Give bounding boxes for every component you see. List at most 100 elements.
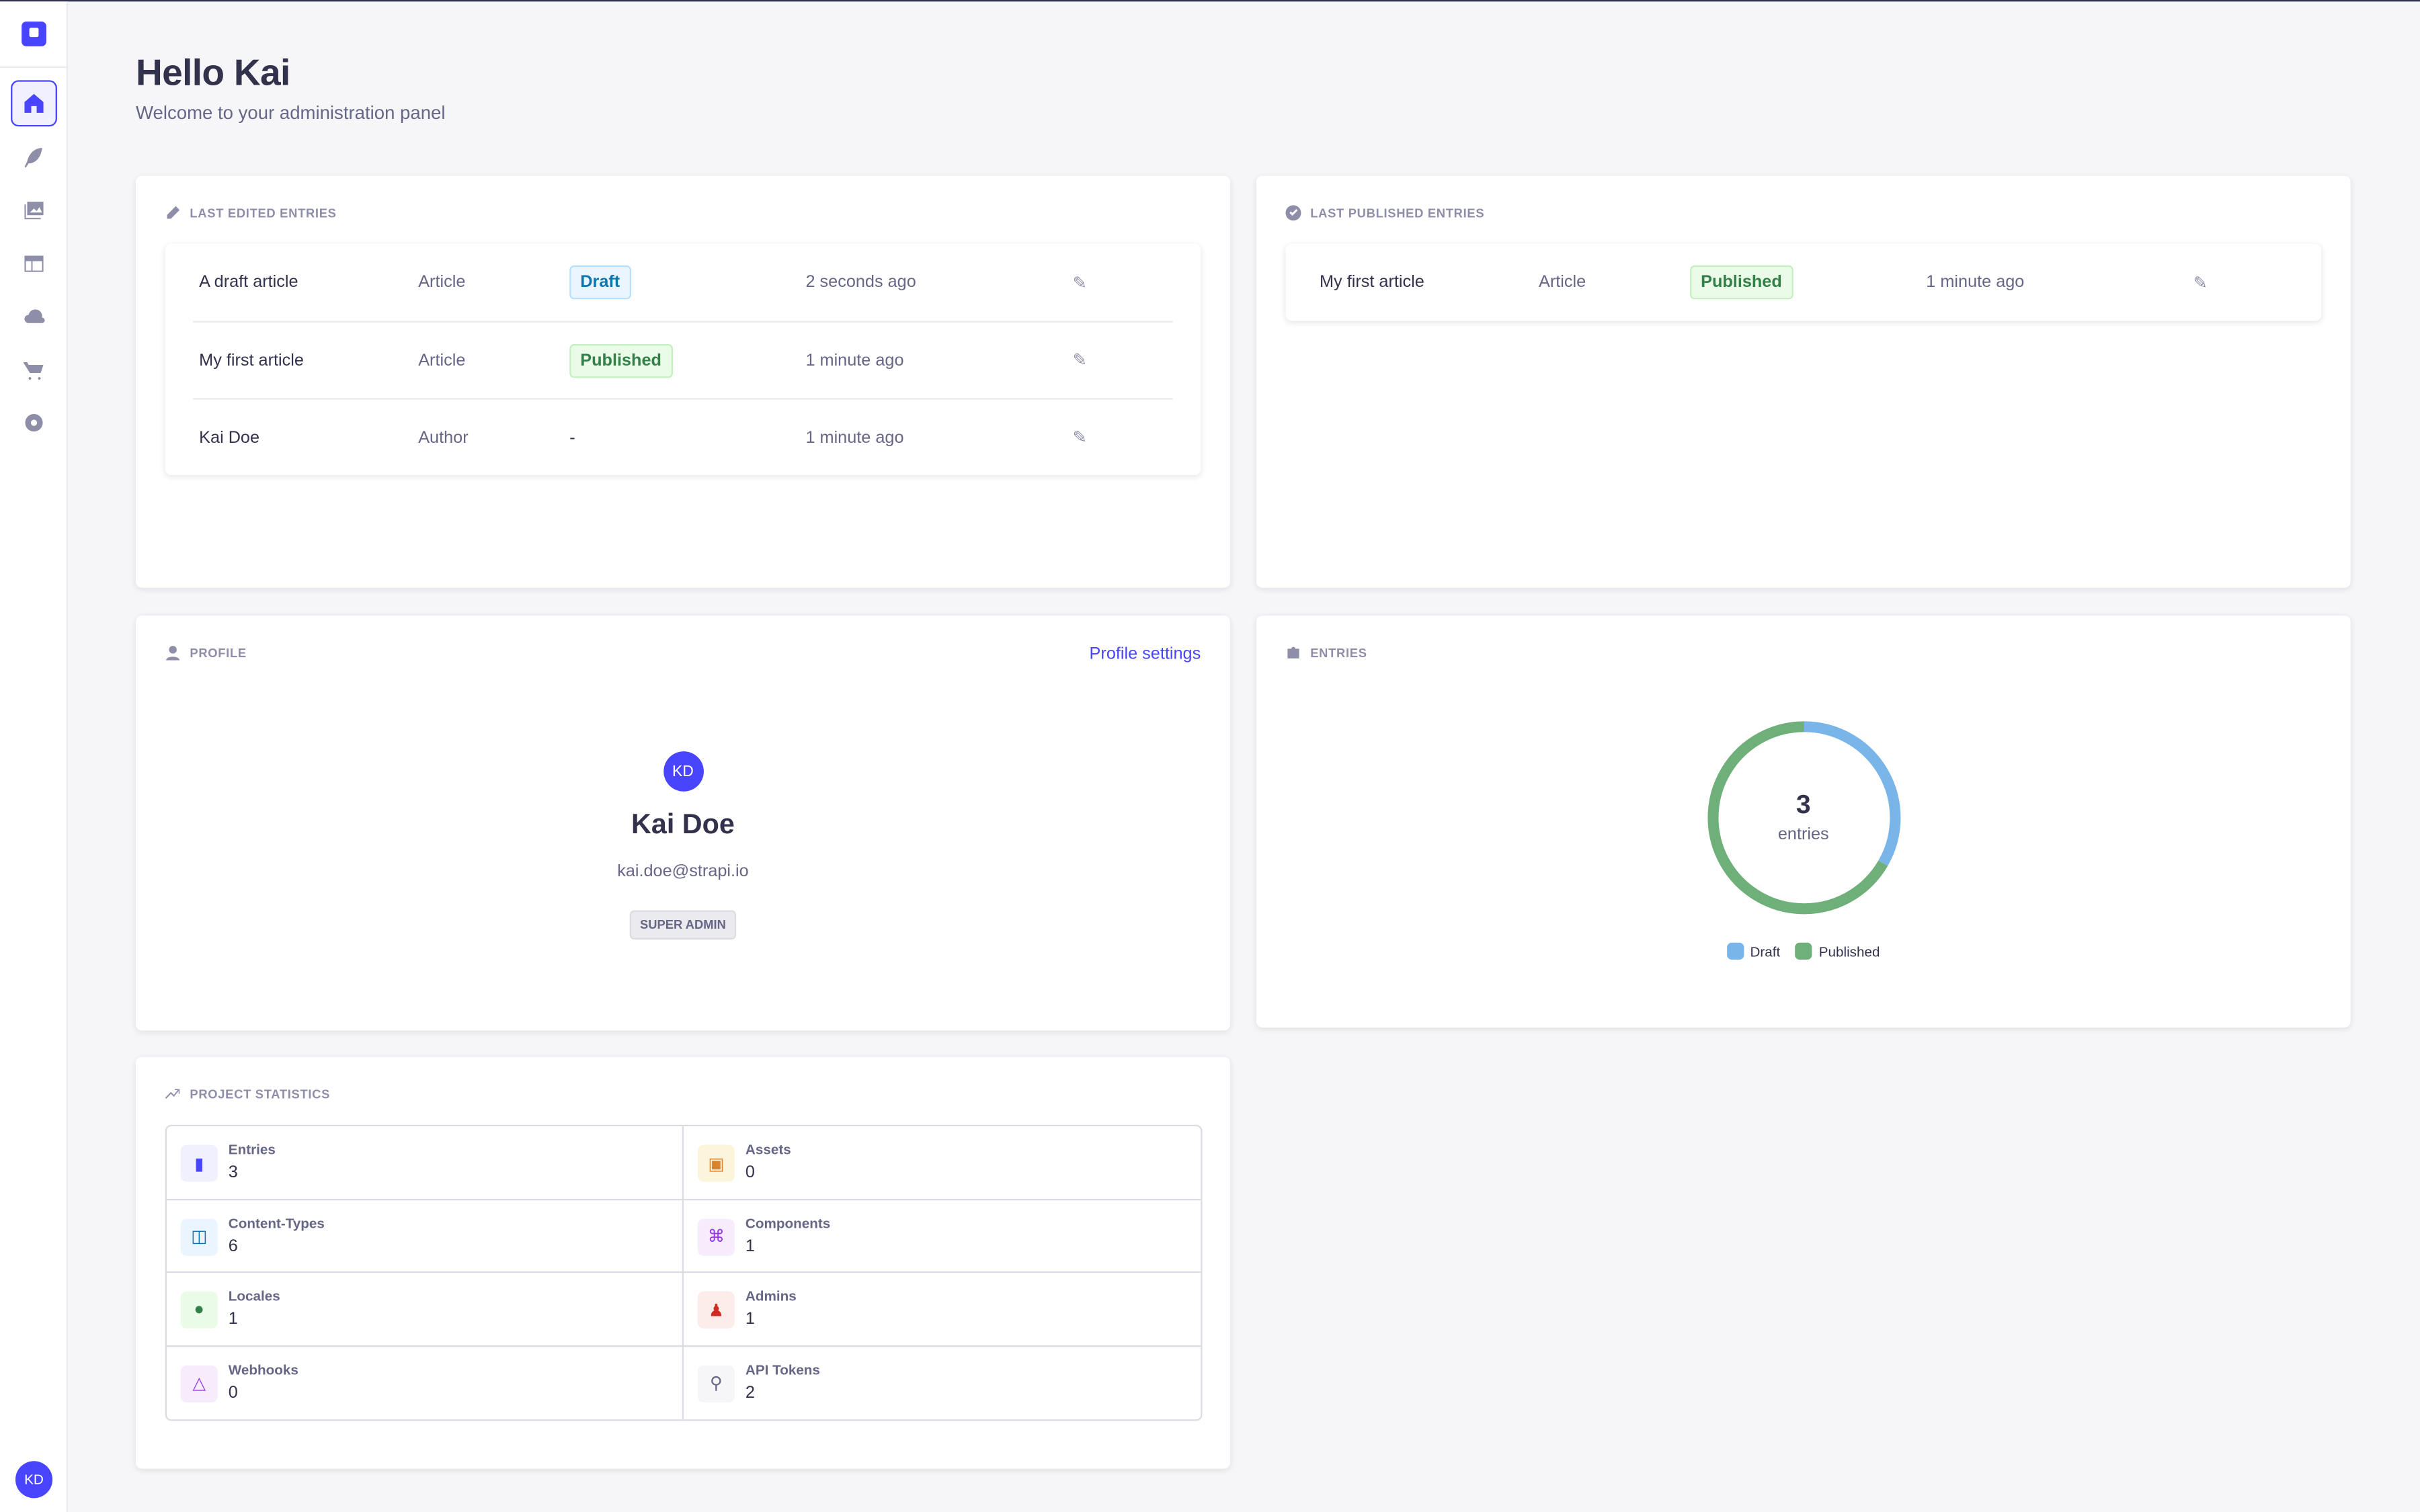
entries-total: 3 bbox=[1796, 790, 1811, 820]
puzzle-icon bbox=[1287, 646, 1299, 659]
divider bbox=[0, 66, 67, 69]
legend-swatch bbox=[1727, 942, 1744, 960]
status-badge: Published bbox=[569, 343, 673, 378]
marketplace-icon[interactable] bbox=[11, 347, 57, 394]
table-row[interactable]: My first article Article Published 1 min… bbox=[192, 321, 1173, 398]
legend-item-published: Published bbox=[1796, 942, 1880, 960]
stat-content-types: ◫ Content-Types 6 bbox=[166, 1200, 684, 1273]
stat-value: 2 bbox=[745, 1383, 755, 1402]
stat-value: 1 bbox=[745, 1310, 755, 1329]
edit-pencil-icon[interactable]: ✎ bbox=[2193, 274, 2208, 293]
home-icon[interactable] bbox=[11, 80, 57, 127]
entry-name: My first article bbox=[199, 351, 304, 370]
statistics-grid: ▮ Entries 3 ▣ Assets 0 ◫ Content-Types 6… bbox=[165, 1124, 1203, 1421]
user-icon: ♟ bbox=[697, 1291, 735, 1329]
legend-label: Published bbox=[1818, 944, 1880, 960]
chart-legend: Draft Published bbox=[1256, 942, 2351, 960]
stat-locales: ● Locales 1 bbox=[166, 1273, 684, 1347]
entry-time: 1 minute ago bbox=[805, 351, 904, 370]
key-icon: ⚲ bbox=[697, 1364, 735, 1402]
profile-card: PROFILE Profile settings KD Kai Doe kai.… bbox=[136, 616, 1230, 1031]
stat-webhooks: △ Webhooks 0 bbox=[167, 1346, 684, 1420]
legend-swatch bbox=[1796, 942, 1813, 960]
stat-value: 1 bbox=[228, 1310, 238, 1329]
image-icon: ▣ bbox=[697, 1144, 735, 1182]
check-circle-icon bbox=[1285, 205, 1301, 221]
entry-type: Article bbox=[1539, 273, 1586, 292]
puzzle-icon: ⌘ bbox=[697, 1218, 735, 1255]
card-title: LAST PUBLISHED ENTRIES bbox=[1310, 206, 1485, 220]
status-badge: Published bbox=[1690, 265, 1793, 300]
last-published-table: My first article Article Published 1 min… bbox=[1285, 243, 2322, 321]
stat-label: Webhooks bbox=[228, 1361, 298, 1378]
entry-name: Kai Doe bbox=[199, 428, 260, 447]
edit-pencil-icon[interactable]: ✎ bbox=[1072, 274, 1087, 293]
donut-slice-published bbox=[1707, 721, 1888, 915]
stat-label: Content-Types bbox=[228, 1215, 325, 1230]
last-edited-card: LAST EDITED ENTRIES A draft article Arti… bbox=[136, 175, 1230, 588]
role-badge: SUPER ADMIN bbox=[629, 910, 737, 940]
profile-name: Kai Doe bbox=[631, 808, 735, 839]
stat-label: API Tokens bbox=[745, 1361, 820, 1378]
stat-entries: ▮ Entries 3 bbox=[166, 1126, 684, 1200]
status-text: - bbox=[569, 428, 575, 447]
stat-value: 6 bbox=[228, 1236, 238, 1255]
content-manager-icon[interactable] bbox=[11, 134, 57, 181]
stat-api-tokens: ⚲ API Tokens 2 bbox=[684, 1346, 1201, 1419]
stat-label: Assets bbox=[745, 1141, 791, 1157]
stat-value: 3 bbox=[228, 1163, 238, 1182]
entry-name: My first article bbox=[1320, 273, 1424, 292]
stat-value: 0 bbox=[745, 1163, 755, 1182]
entry-time: 2 seconds ago bbox=[805, 273, 916, 292]
user-avatar[interactable]: KD bbox=[15, 1461, 53, 1499]
globe-icon: ● bbox=[180, 1291, 218, 1329]
edit-pencil-icon[interactable]: ✎ bbox=[1072, 429, 1087, 448]
pencil-icon bbox=[167, 206, 180, 219]
entry-type: Article bbox=[418, 351, 466, 370]
table-row[interactable]: A draft article Article Draft 2 seconds … bbox=[193, 244, 1173, 321]
profile-email: kai.doe@strapi.io bbox=[617, 862, 749, 881]
card-title: PROFILE bbox=[190, 645, 247, 660]
last-published-card: LAST PUBLISHED ENTRIES My first article … bbox=[1256, 175, 2351, 588]
table-row[interactable]: Kai Doe Author - 1 minute ago ✎ bbox=[192, 398, 1173, 475]
donut-slice-draft bbox=[1804, 721, 1901, 866]
table-row[interactable]: My first article Article Published 1 min… bbox=[1286, 244, 2322, 321]
stat-label: Entries bbox=[228, 1141, 276, 1157]
page-title: Hello Kai bbox=[136, 52, 290, 95]
stat-value: 0 bbox=[228, 1383, 238, 1402]
strapi-logo[interactable] bbox=[22, 22, 46, 46]
user-icon bbox=[166, 646, 180, 661]
stat-label: Admins bbox=[745, 1288, 797, 1304]
entries-unit: entries bbox=[1777, 825, 1829, 844]
entry-time: 1 minute ago bbox=[805, 428, 904, 447]
entry-name: A draft article bbox=[199, 273, 298, 292]
file-icon: ▮ bbox=[180, 1144, 218, 1182]
entry-type: Article bbox=[418, 273, 466, 292]
project-statistics-card: PROJECT STATISTICS ▮ Entries 3 ▣ Assets … bbox=[136, 1056, 1230, 1469]
stat-admins: ♟ Admins 1 bbox=[684, 1273, 1201, 1347]
page-subtitle: Welcome to your administration panel bbox=[136, 101, 446, 124]
trending-up-icon bbox=[165, 1089, 180, 1099]
layout-icon: ◫ bbox=[180, 1218, 218, 1255]
profile-settings-link[interactable]: Profile settings bbox=[1089, 644, 1201, 664]
sidebar: KD bbox=[0, 1, 69, 1512]
cloud-icon[interactable] bbox=[11, 293, 57, 339]
stat-value: 1 bbox=[745, 1236, 755, 1255]
status-badge: Draft bbox=[569, 265, 631, 300]
profile-avatar: KD bbox=[663, 751, 703, 792]
settings-icon[interactable] bbox=[11, 400, 57, 446]
stat-components: ⌘ Components 1 bbox=[684, 1200, 1201, 1273]
stat-label: Locales bbox=[228, 1288, 280, 1304]
media-library-icon[interactable] bbox=[11, 187, 57, 233]
stat-assets: ▣ Assets 0 bbox=[684, 1126, 1201, 1200]
content-type-builder-icon[interactable] bbox=[11, 241, 57, 287]
stat-label: Components bbox=[745, 1215, 831, 1230]
legend-item-draft: Draft bbox=[1727, 942, 1781, 960]
card-title: ENTRIES bbox=[1310, 645, 1367, 660]
legend-label: Draft bbox=[1750, 944, 1781, 960]
webhook-icon: △ bbox=[180, 1364, 218, 1402]
entry-type: Author bbox=[418, 428, 469, 447]
edit-pencil-icon[interactable]: ✎ bbox=[1072, 351, 1087, 371]
card-title: LAST EDITED ENTRIES bbox=[190, 206, 337, 220]
last-edited-table: A draft article Article Draft 2 seconds … bbox=[165, 243, 1201, 476]
